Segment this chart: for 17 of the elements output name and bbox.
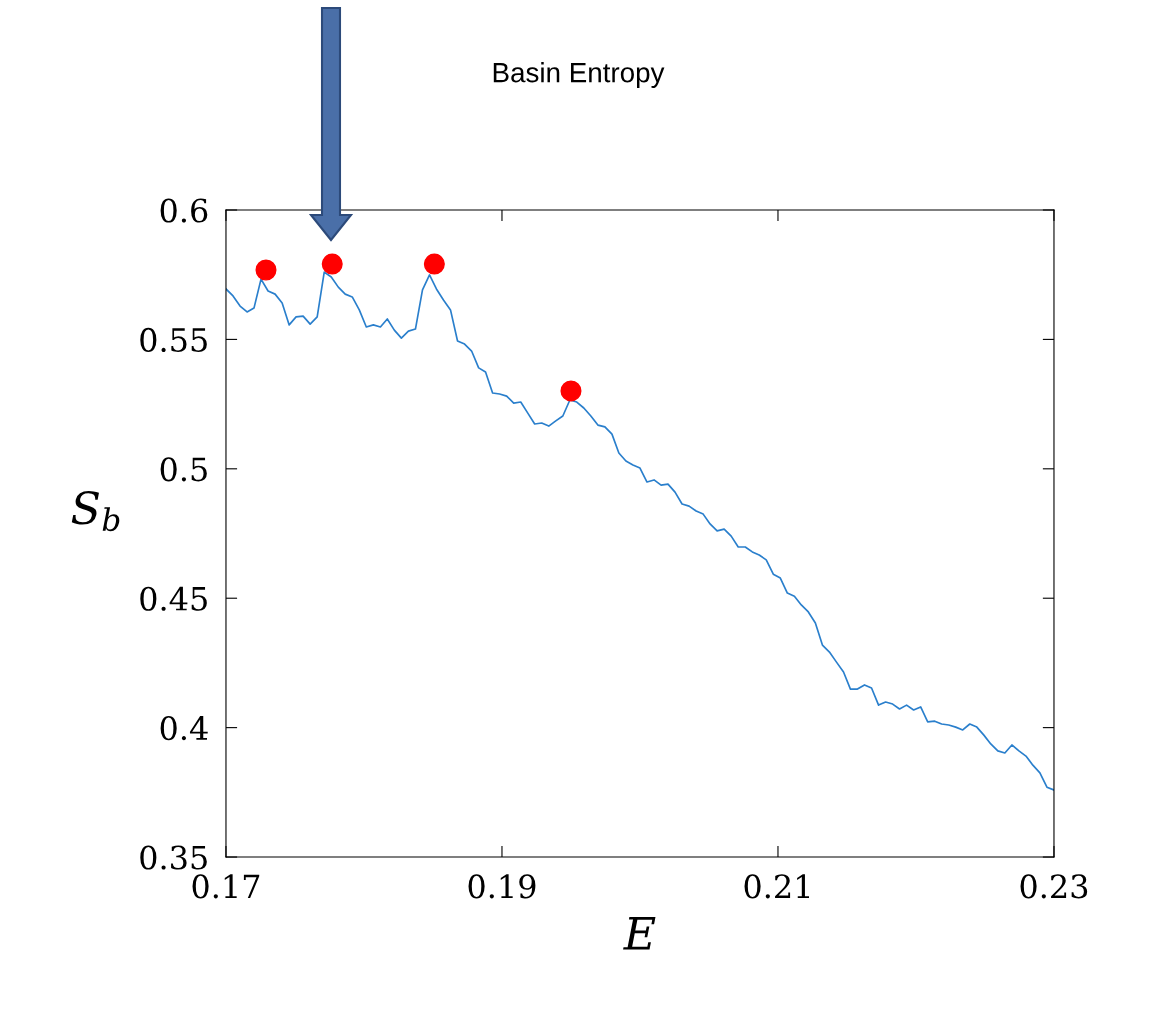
y-tick-label: 0.5 bbox=[160, 457, 207, 482]
y-tick-label: 0.4 bbox=[160, 716, 208, 741]
point bbox=[560, 380, 582, 402]
y-tick-label: 0.35 bbox=[140, 845, 207, 870]
y-axis-title: S$_{b}$ bbox=[71, 490, 120, 532]
point bbox=[423, 253, 445, 275]
point bbox=[255, 259, 277, 281]
point bbox=[321, 253, 343, 275]
x-tick-label: 0.21 bbox=[744, 874, 809, 899]
y-tick-label: 0.45 bbox=[140, 586, 207, 611]
x-tick-label: 0.17 bbox=[192, 874, 260, 899]
y-tick-label: 0.6 bbox=[160, 198, 208, 223]
x-tick-label: 0.23 bbox=[1020, 874, 1088, 899]
y-tick-label: 0.55 bbox=[140, 327, 207, 352]
x-tick-label: 0.19 bbox=[468, 874, 536, 899]
x-axis-title: E bbox=[623, 917, 656, 950]
text: Basin Entropy bbox=[493, 62, 665, 88]
